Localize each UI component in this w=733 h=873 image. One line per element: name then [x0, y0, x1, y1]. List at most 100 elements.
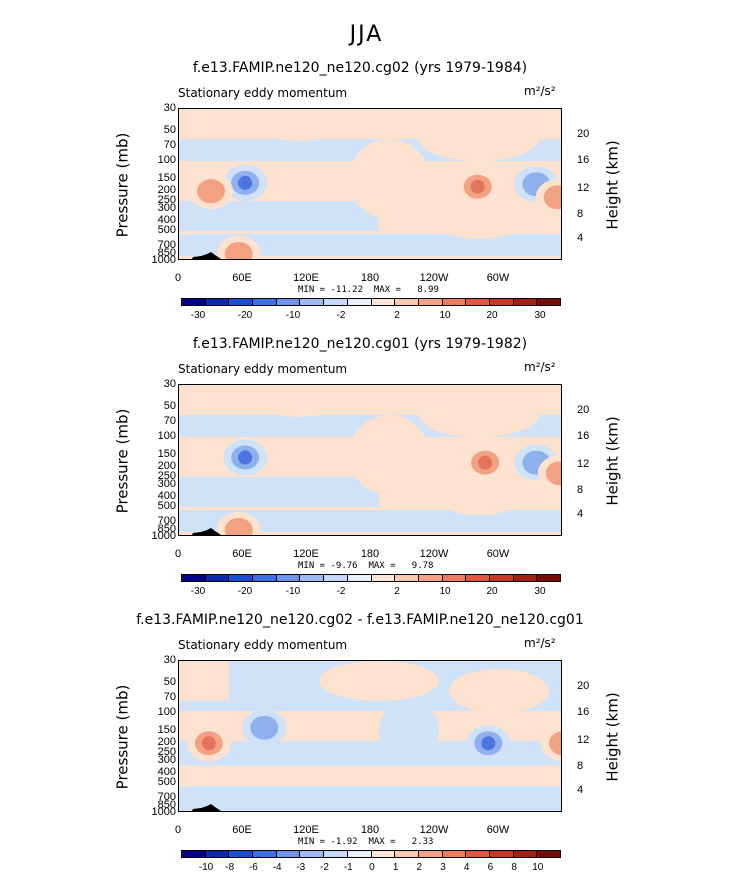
- feature-core: [549, 731, 561, 756]
- field-patch: [449, 669, 549, 713]
- colorbar-label: 6: [487, 862, 494, 873]
- colorbar-swatch: [229, 851, 254, 857]
- heatmap-svg: [179, 385, 561, 535]
- pressure-tick-label: 300: [157, 201, 176, 214]
- colorbar-swatch: [324, 575, 348, 581]
- colorbar-swatch: [205, 575, 230, 581]
- colorbar-swatch: [537, 299, 560, 305]
- height-tick-label: 8: [577, 208, 584, 220]
- feature-peak: [478, 455, 493, 470]
- height-tick-label: 20: [577, 680, 590, 692]
- colorbar-swatch: [513, 299, 538, 305]
- units-label: m²/s²: [524, 84, 556, 98]
- field-band: [179, 510, 561, 532]
- pressure-tick-label: 300: [157, 477, 176, 490]
- colorbar-swatch: [395, 575, 419, 581]
- field-patch: [379, 701, 439, 761]
- height-tick-label: 4: [577, 232, 584, 244]
- colorbar-swatch: [229, 575, 254, 581]
- colorbar-label: 2: [394, 586, 400, 597]
- colorbar-swatch: [253, 851, 277, 857]
- heatmap-svg: [179, 109, 561, 259]
- colorbar-label: 1: [392, 862, 399, 873]
- y-axis-right-title: Height (km): [603, 140, 622, 230]
- longitude-tick-label: 60E: [232, 272, 252, 284]
- pressure-tick-label: 50: [163, 676, 176, 689]
- colorbar-swatch: [324, 851, 348, 857]
- colorbar-swatch: [418, 851, 443, 857]
- panel-subtitle: Stationary eddy momentum: [178, 638, 348, 652]
- pressure-tick-label: 150: [157, 723, 176, 736]
- feature-peak: [481, 736, 496, 751]
- colorbar-label: -8: [225, 862, 235, 873]
- colorbar-swatch: [418, 299, 443, 305]
- heatmap-svg: [179, 661, 561, 811]
- colorbar-label: -30: [190, 310, 206, 321]
- field-patch: [419, 393, 539, 437]
- pressure-tick-label: 30: [163, 654, 176, 666]
- heatmap-plot: [178, 660, 562, 812]
- y-axis-title: Pressure (mb): [113, 684, 132, 790]
- colorbar-label: 2: [416, 862, 423, 873]
- pressure-tick-label: 50: [163, 124, 176, 137]
- height-tick-label: 16: [577, 706, 590, 718]
- height-tick-label: 16: [577, 430, 590, 442]
- min-max-label: MIN = -11.22 MAX = 8.99: [298, 285, 439, 295]
- pressure-tick-label: 100: [157, 430, 176, 443]
- colorbar: [181, 850, 561, 858]
- colorbar-swatch: [466, 575, 490, 581]
- longitude-tick-label: 120E: [293, 824, 319, 836]
- pressure-tick-label: 200: [157, 736, 176, 749]
- field-band: [179, 477, 379, 507]
- pressure-tick-label: 850: [157, 798, 176, 811]
- panel-subtitle: Stationary eddy momentum: [178, 86, 348, 100]
- longitude-tick-label: 120W: [419, 548, 449, 560]
- feature-core: [224, 241, 253, 259]
- feature-core: [224, 517, 253, 535]
- feature-peak: [238, 450, 253, 465]
- colorbar-label: 30: [534, 586, 546, 597]
- feature-peak: [238, 175, 253, 190]
- pressure-tick-label: 70: [163, 138, 176, 151]
- height-tick-label: 20: [577, 404, 590, 416]
- pressure-tick-label: 500: [157, 775, 176, 788]
- pressure-tick-label: 250: [157, 193, 176, 206]
- colorbar-swatch: [253, 299, 277, 305]
- y-axis-title: Pressure (mb): [113, 408, 132, 514]
- colorbar-label: -30: [190, 586, 206, 597]
- colorbar-swatch: [466, 851, 490, 857]
- field-band: [179, 766, 561, 786]
- colorbar-label: 3: [440, 862, 446, 873]
- panel-title: f.e13.FAMIP.ne120_ne120.cg01 (yrs 1979-1…: [192, 336, 528, 352]
- longitude-tick-label: 120W: [419, 824, 449, 836]
- colorbar-swatch: [324, 299, 348, 305]
- height-tick-label: 8: [577, 760, 584, 772]
- pressure-tick-label: 50: [163, 400, 176, 413]
- colorbar-swatch: [513, 851, 538, 857]
- feature-core: [250, 715, 279, 740]
- pressure-tick-label: 700: [157, 238, 176, 251]
- pressure-tick-label: 700: [157, 514, 176, 527]
- colorbar-label: -6: [248, 862, 258, 873]
- colorbar: [181, 298, 561, 306]
- colorbar-label: -4: [272, 862, 282, 873]
- colorbar-swatch: [489, 299, 514, 305]
- colorbar-swatch: [489, 851, 514, 857]
- pressure-tick-label: 250: [157, 469, 176, 482]
- colorbar-label: -2: [336, 586, 346, 597]
- longitude-tick-label: 60E: [232, 548, 252, 560]
- longitude-tick-label: 60W: [486, 824, 510, 836]
- colorbar-swatch: [489, 575, 514, 581]
- colorbar-label: 4: [463, 862, 470, 873]
- pressure-tick-label: 500: [157, 223, 176, 236]
- min-max-label: MIN = -9.76 MAX = 9.78: [298, 561, 434, 571]
- colorbar-label: -2: [320, 862, 329, 873]
- colorbar-swatch: [537, 851, 560, 857]
- colorbar-swatch: [300, 299, 325, 305]
- colorbar-swatch: [229, 299, 254, 305]
- colorbar-label: 20: [486, 310, 498, 321]
- pressure-tick-label: 700: [157, 790, 176, 803]
- colorbar-swatch: [205, 851, 230, 857]
- colorbar-label: 2: [394, 310, 400, 321]
- colorbar: [181, 574, 561, 582]
